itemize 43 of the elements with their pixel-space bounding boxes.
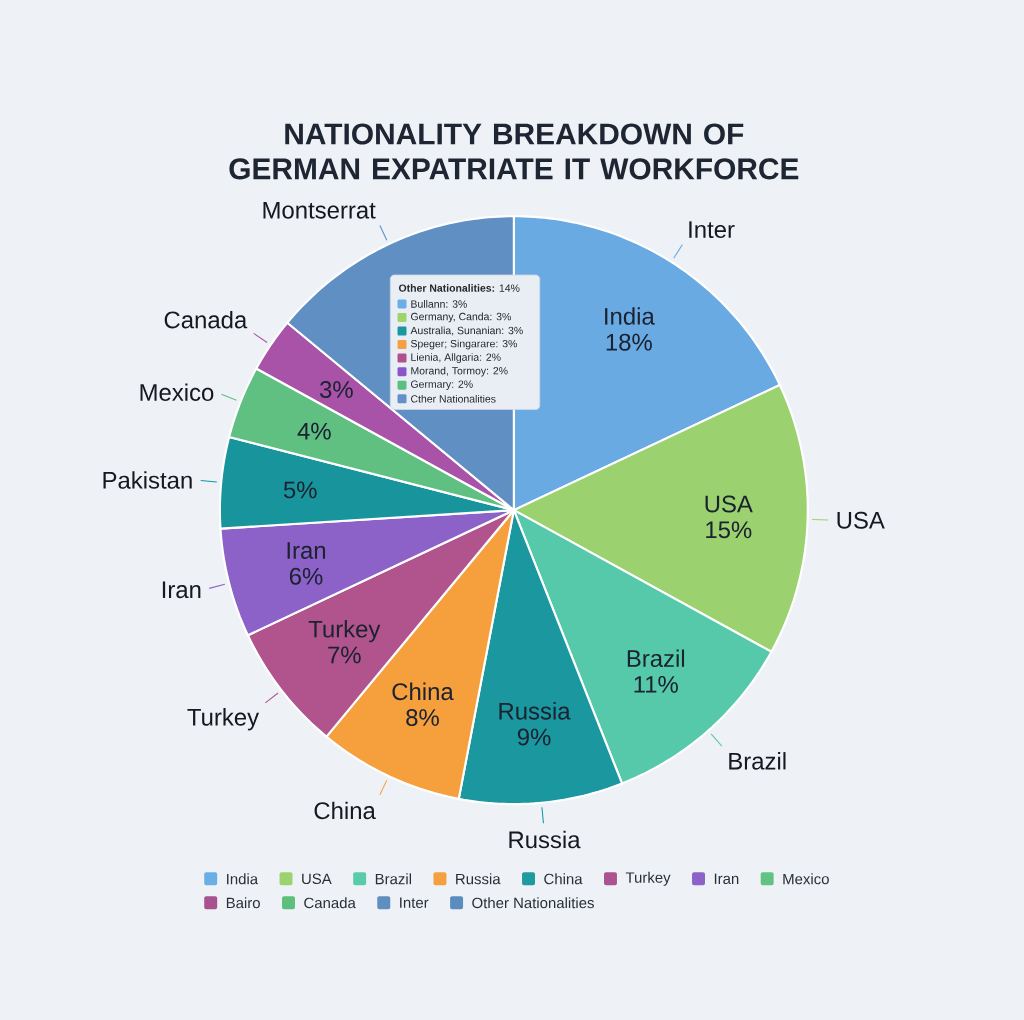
category-label: Lienia, Allgaria: 2% — [411, 353, 501, 363]
data-label: 4% — [297, 422, 331, 440]
category-label: Russia — [456, 873, 501, 885]
data-label: 3% — [319, 380, 353, 398]
category-label: Other Nationalities — [472, 897, 594, 909]
chart-title: NATIONALITY BREAKDOWN OF GERMAN EXPATRIATE IT WORKFORCE — [229, 123, 799, 180]
category-label: Australia, Sunanian: 3% — [410, 326, 523, 336]
category-label: Cther Nationalities — [411, 394, 496, 403]
category-label: Speger; Singarare: 3% — [410, 339, 517, 350]
category-label: Germary: 2% — [411, 380, 473, 390]
category-label: Iran — [714, 873, 739, 884]
data-label: China 8% — [392, 682, 454, 726]
slice-label: USA — [837, 511, 885, 529]
category-label: Bullann: 3% — [411, 299, 467, 308]
category-label: Canada — [304, 897, 356, 909]
data-label: Brazil 11% — [627, 649, 685, 693]
text: Other Nationalities: 14% — [398, 283, 520, 292]
slice-label: Turkey — [187, 707, 260, 731]
category-label: Turkey — [625, 871, 671, 886]
slice-label: Montserrat — [263, 201, 376, 219]
slice-label: China — [314, 801, 376, 820]
data-label: 5% — [283, 481, 317, 499]
slice-label: Mexico — [140, 383, 214, 401]
slice-label: Pakistan — [103, 471, 192, 489]
category-label: China — [544, 873, 583, 885]
slice-label: Iran — [162, 581, 201, 599]
category-label: India — [227, 873, 259, 885]
data-label: India 18% — [605, 307, 655, 351]
slice-label: Canada — [164, 310, 248, 329]
slice-label: Russia — [509, 830, 581, 849]
category-label: Inter — [400, 897, 429, 908]
category-label: Brazil — [375, 873, 412, 885]
category-label: USA — [302, 873, 332, 884]
data-label: Iran 6% — [287, 542, 326, 585]
category-label: Germany, Canda: 3% — [411, 312, 511, 323]
category-label: Bairo — [226, 897, 260, 909]
data-label: Turkey 7% — [308, 619, 381, 664]
slice-label: Inter — [689, 221, 735, 238]
data-label: USA 15% — [705, 495, 753, 539]
category-label: Mexico — [783, 873, 829, 885]
data-label: Russia 9% — [499, 701, 571, 746]
category-label: Morand, Tormoy: 2% — [411, 366, 508, 377]
slice-label: Brazil — [729, 751, 786, 770]
